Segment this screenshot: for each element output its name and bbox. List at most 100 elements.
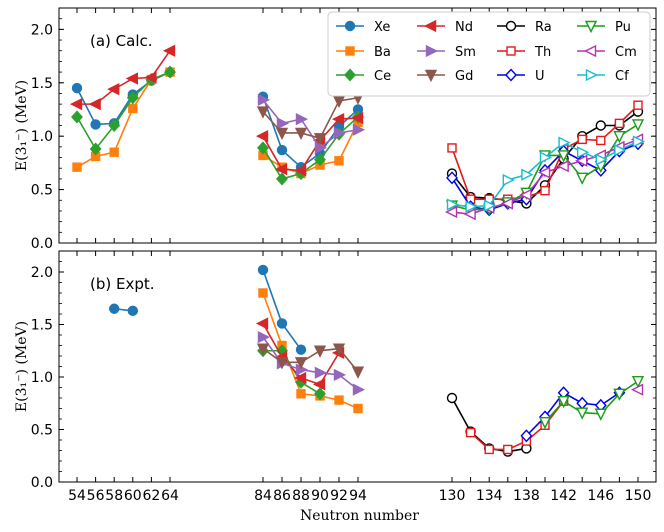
legend-label: Pu xyxy=(615,20,631,35)
data-point xyxy=(465,200,478,213)
legend-item-gd: Gd xyxy=(417,69,473,84)
data-point xyxy=(275,357,289,370)
data-point xyxy=(127,305,139,317)
legend: Xe Ba Ce Nd Sm Gd Ra Th U Pu Cm Cf xyxy=(327,11,651,97)
data-point xyxy=(314,153,326,167)
data-point xyxy=(69,98,83,111)
data-point xyxy=(447,143,457,153)
data-point xyxy=(108,118,121,133)
data-point xyxy=(71,110,83,124)
data-point xyxy=(332,343,346,356)
x-tick-label: 60 xyxy=(124,488,142,504)
x-tick-label: 62 xyxy=(142,488,160,504)
legend-item-cm: Cm xyxy=(577,44,637,60)
data-point xyxy=(256,343,270,356)
data-point xyxy=(595,153,608,166)
legend-item-th: Th xyxy=(497,45,551,60)
data-point xyxy=(446,171,458,185)
data-point xyxy=(107,83,120,96)
data-point xyxy=(334,395,344,405)
data-point xyxy=(577,134,587,145)
data-point xyxy=(331,112,345,126)
data-point xyxy=(576,396,589,410)
panel-label: (a) Calc. xyxy=(90,32,153,50)
data-point xyxy=(444,205,458,219)
data-point xyxy=(333,368,347,382)
legend-marker xyxy=(584,20,598,34)
data-point xyxy=(632,135,646,148)
data-point xyxy=(314,366,328,379)
series-sm xyxy=(257,330,366,396)
data-point xyxy=(257,264,269,276)
data-point xyxy=(257,330,271,344)
data-point xyxy=(313,133,327,146)
x-axis-label: Neutron number xyxy=(300,508,419,524)
data-point xyxy=(314,387,326,401)
data-point xyxy=(520,429,533,443)
data-point xyxy=(276,117,290,130)
y-tick-label: 2.0 xyxy=(31,265,53,281)
data-point xyxy=(613,388,626,401)
legend-marker xyxy=(344,68,356,82)
y-tick-label: 0.0 xyxy=(31,475,53,491)
legend-item-ba: Ba xyxy=(336,45,391,60)
data-point xyxy=(595,120,606,131)
series-cm xyxy=(630,383,644,396)
data-point xyxy=(257,141,269,155)
series-gd xyxy=(256,343,365,379)
data-point xyxy=(294,357,308,370)
data-point xyxy=(276,172,288,186)
data-point xyxy=(332,95,346,108)
data-point xyxy=(557,150,570,163)
x-tick-label: 90 xyxy=(311,488,329,504)
data-point xyxy=(594,408,607,421)
data-point xyxy=(576,172,589,185)
data-point xyxy=(313,345,327,358)
data-point xyxy=(352,383,366,396)
data-point xyxy=(558,136,571,149)
y-tick-label: 1.0 xyxy=(31,129,53,145)
legend-marker xyxy=(505,20,517,32)
data-point xyxy=(353,403,363,414)
legend-item-cf: Cf xyxy=(577,68,629,84)
data-point xyxy=(72,162,82,172)
legend-item-sm: Sm xyxy=(417,44,476,60)
data-point xyxy=(463,208,476,221)
data-point xyxy=(257,93,271,106)
data-point xyxy=(276,318,288,329)
data-point xyxy=(521,168,534,181)
legend-box xyxy=(327,11,651,97)
panel-label: (b) Expt. xyxy=(90,275,155,293)
legend-marker xyxy=(505,68,517,82)
legend-label: Ba xyxy=(374,45,391,60)
data-point xyxy=(333,126,347,140)
y-tick-label: 1.5 xyxy=(31,318,53,334)
data-point xyxy=(351,366,365,379)
x-tick-label: 94 xyxy=(349,488,367,504)
data-point xyxy=(276,144,288,156)
legend-label: Xe xyxy=(374,20,390,35)
data-point xyxy=(537,166,551,179)
x-tick-label: 84 xyxy=(254,488,272,504)
data-point xyxy=(295,344,307,355)
x-tick-label: 150 xyxy=(625,488,652,504)
y-tick-label: 1.5 xyxy=(31,76,53,92)
x-tick-label: 64 xyxy=(161,488,179,504)
data-point xyxy=(596,135,606,146)
legend-label: Ra xyxy=(535,20,552,35)
data-point xyxy=(255,317,269,330)
legend-label: Sm xyxy=(455,45,476,60)
data-point xyxy=(109,147,119,157)
data-point xyxy=(614,143,627,157)
data-point xyxy=(126,91,139,105)
data-point xyxy=(125,72,139,85)
series-sm xyxy=(257,93,366,155)
data-point xyxy=(71,82,83,94)
series-cf xyxy=(446,135,646,213)
data-point xyxy=(293,164,307,177)
x-tick-label: 138 xyxy=(513,488,540,504)
legend-item-ra: Ra xyxy=(497,20,552,35)
legend-item-xe: Xe xyxy=(336,20,390,35)
x-tick-label: 54 xyxy=(68,488,86,504)
data-point xyxy=(256,106,270,119)
